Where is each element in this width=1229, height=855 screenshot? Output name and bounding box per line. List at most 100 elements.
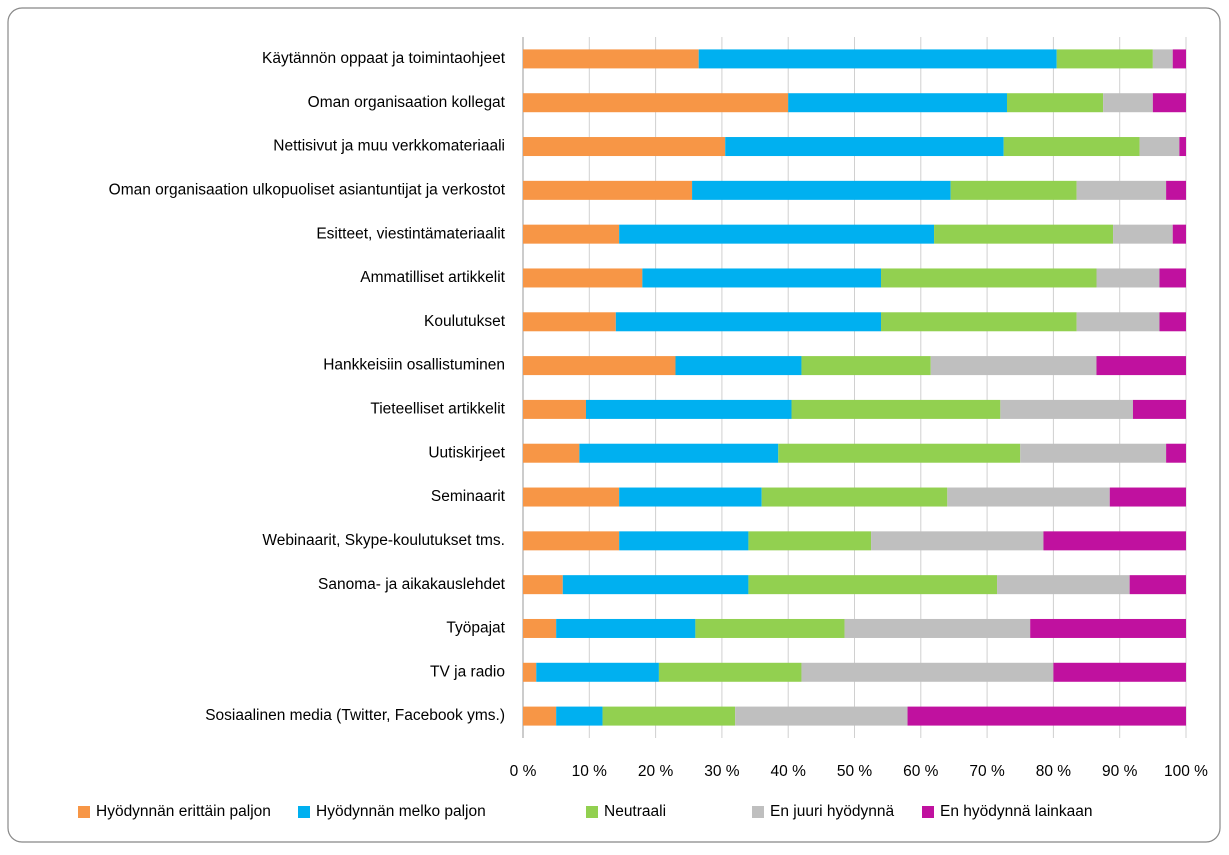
bar-segment (523, 706, 557, 726)
bar-segment (1030, 618, 1186, 638)
bar-segment (881, 268, 1097, 288)
bar-segment (1006, 93, 1104, 113)
bar-segment (1139, 137, 1180, 157)
bar-segment (562, 575, 749, 595)
bar-segment (675, 356, 802, 376)
bar-segment (523, 531, 620, 551)
x-tick-label: 50 % (837, 763, 873, 780)
legend-label: En juuri hyödynnä (770, 803, 894, 820)
legend-label: Hyödynnän melko paljon (316, 803, 486, 820)
bar-segment (1109, 487, 1186, 507)
bar-segment (788, 93, 1007, 113)
y-tick-label: Webinaarit, Skype-koulutukset tms. (262, 532, 505, 549)
bar-segment (748, 575, 998, 595)
bar-segment (801, 662, 1054, 682)
bar-segment (1166, 180, 1186, 200)
bar-segment (801, 356, 931, 376)
bar-segment (523, 137, 726, 157)
bar-segment (1172, 224, 1186, 244)
bar-segment (523, 575, 563, 595)
bar-segment (1020, 443, 1167, 463)
y-tick-label: Oman organisaation kollegat (308, 94, 506, 111)
y-tick-label: Oman organisaation ulkopuoliset asiantun… (109, 181, 506, 198)
bar-segment (997, 575, 1130, 595)
y-tick-label: Sanoma- ja aikakauslehdet (318, 576, 506, 593)
x-tick-label: 20 % (638, 763, 674, 780)
bar-segment (1179, 137, 1186, 157)
bar-segment (1053, 662, 1186, 682)
bar-segment (695, 618, 845, 638)
bar-segment (523, 224, 620, 244)
bar-segment (735, 706, 908, 726)
bar-segment (523, 618, 557, 638)
bar-segment (1076, 312, 1160, 332)
legend-label: Neutraali (604, 803, 666, 820)
bar-segment (1003, 137, 1140, 157)
bar-segment (523, 356, 676, 376)
bar-segment (692, 180, 951, 200)
bar-segment (1043, 531, 1186, 551)
bar-segment (791, 399, 1001, 419)
legend-label: En hyödynnä lainkaan (940, 803, 1093, 820)
y-tick-label: Seminaarit (431, 488, 506, 505)
bar-segment (1152, 93, 1186, 113)
bar-segment (881, 312, 1077, 332)
bar-segment (523, 180, 693, 200)
x-tick-label: 70 % (969, 763, 1005, 780)
bar-segment (579, 443, 779, 463)
bar-segment (523, 662, 537, 682)
bar-segment (556, 706, 603, 726)
y-tick-label: TV ja radio (430, 663, 505, 680)
x-tick-label: 0 % (510, 763, 537, 780)
bar-segment (585, 399, 792, 419)
bar-segment (523, 49, 699, 69)
x-tick-label: 100 % (1164, 763, 1208, 780)
x-tick-label: 40 % (771, 763, 807, 780)
bar-segment (523, 312, 616, 332)
y-tick-label: Työpajat (446, 620, 505, 637)
y-tick-label: Sosiaalinen media (Twitter, Facebook yms… (205, 707, 505, 724)
bar-segment (1132, 399, 1186, 419)
bar-segment (523, 268, 643, 288)
bar-segment (523, 443, 580, 463)
bar-segment (1159, 268, 1186, 288)
bar-segment (1096, 356, 1186, 376)
bar-segment (934, 224, 1114, 244)
bar-segment (947, 487, 1110, 507)
bar-segment (619, 531, 749, 551)
legend-label: Hyödynnän erittäin paljon (96, 803, 271, 820)
bar-segment (907, 706, 1186, 726)
bar-segment (536, 662, 659, 682)
bar-segment (1056, 49, 1153, 69)
bar-segment (930, 356, 1097, 376)
y-tick-label: Hankkeisiin osallistuminen (323, 357, 505, 374)
legend-swatch (752, 806, 764, 818)
bar-segment (844, 618, 1031, 638)
bar-segment (1152, 49, 1173, 69)
bar-segment (1000, 399, 1133, 419)
bar-segment (950, 180, 1077, 200)
bar-segment (748, 531, 872, 551)
x-tick-label: 10 % (572, 763, 608, 780)
x-tick-label: 80 % (1036, 763, 1072, 780)
legend-swatch (298, 806, 310, 818)
bar-segment (1159, 312, 1186, 332)
bar-segment (1129, 575, 1186, 595)
legend-swatch (586, 806, 598, 818)
y-tick-label: Koulutukset (424, 313, 506, 330)
bar-segment (523, 487, 620, 507)
bar-segment (556, 618, 696, 638)
y-tick-label: Ammatilliset artikkelit (360, 269, 505, 286)
bar-segment (615, 312, 882, 332)
bar-segment (1096, 268, 1160, 288)
y-tick-label: Uutiskirjeet (428, 444, 505, 461)
bar-segment (523, 399, 586, 419)
x-tick-label: 90 % (1102, 763, 1138, 780)
bar-segment (658, 662, 802, 682)
bar-segment (1113, 224, 1173, 244)
bar-segment (725, 137, 1004, 157)
bar-segment (1166, 443, 1186, 463)
y-tick-label: Käytännön oppaat ja toimintaohjeet (262, 50, 506, 67)
bar-segment (642, 268, 882, 288)
